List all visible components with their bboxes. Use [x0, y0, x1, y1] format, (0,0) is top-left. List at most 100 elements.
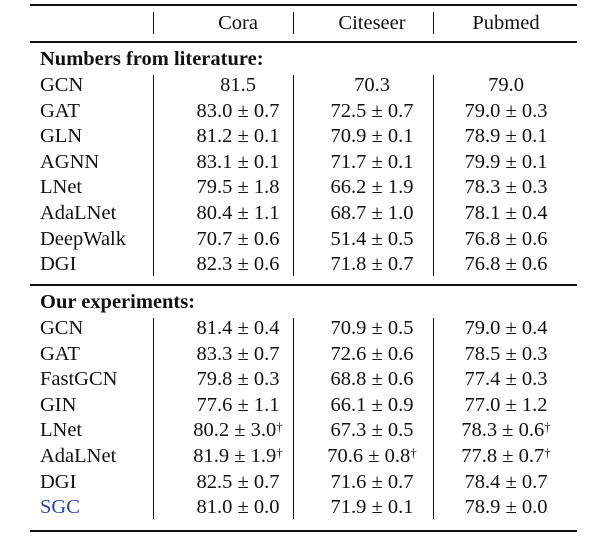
section-title: Numbers from literature:	[40, 48, 264, 70]
column-header-cora: Cora	[218, 12, 258, 34]
cell-value: 70.7 ± 0.6	[196, 227, 280, 250]
cell-value: 77.6 ± 1.1	[196, 393, 280, 416]
table-cell: 72.5 ± 0.7	[330, 99, 413, 123]
table-cell: 78.9 ± 0.0	[464, 495, 547, 519]
cell-value: 79.0 ± 0.4	[464, 317, 548, 339]
table-cell: 71.9 ± 0.1	[330, 495, 413, 519]
cell-value: 81.9 ± 1.9	[193, 445, 277, 467]
cell-value: 79.0 ± 0.3	[464, 99, 548, 122]
dagger-mark: †	[544, 419, 551, 435]
column-separator	[293, 318, 295, 519]
header-rule	[30, 41, 577, 43]
method-label: GIN	[40, 393, 77, 416]
table-cell: 78.9 ± 0.1	[464, 124, 547, 148]
table-cell: 77.0 ± 1.2	[464, 393, 547, 417]
cell-value: 81.5	[220, 74, 256, 96]
table-cell: 68.8 ± 0.6	[330, 367, 413, 391]
cell-value: 81.2 ± 0.1	[196, 125, 280, 148]
column-separator	[433, 75, 435, 276]
cell-value: 77.4 ± 0.3	[464, 368, 548, 391]
cell-value: 76.8 ± 0.6	[464, 227, 548, 250]
cell-value: 83.1 ± 0.1	[196, 150, 280, 173]
column-header-citeseer: Citeseer	[338, 12, 406, 34]
cell-value: 78.4 ± 0.7	[464, 470, 548, 493]
cell-value: 70.6 ± 0.8	[327, 445, 411, 467]
method-label: DGI	[40, 253, 77, 276]
table-cell: 76.8 ± 0.6	[464, 227, 547, 251]
column-separator	[293, 75, 295, 276]
cell-value: 83.3 ± 0.7	[196, 342, 280, 365]
table-cell: 77.4 ± 0.3	[464, 367, 547, 391]
table-cell: 82.5 ± 0.7	[196, 470, 279, 494]
section-rule	[30, 284, 577, 286]
cell-value: 82.5 ± 0.7	[196, 470, 280, 493]
cell-value: 78.9 ± 0.1	[464, 125, 548, 148]
table-cell: 71.8 ± 0.7	[330, 252, 413, 276]
cell-value: 71.6 ± 0.7	[330, 470, 414, 493]
cell-value: 77.0 ± 1.2	[464, 393, 548, 416]
cell-value: 81.4 ± 0.4	[196, 317, 280, 339]
table-cell: 81.2 ± 0.1	[196, 124, 279, 148]
column-separator	[153, 75, 155, 276]
method-label: AGNN	[40, 150, 100, 173]
table-cell: 77.8 ± 0.7†	[461, 444, 551, 468]
column-separator	[153, 318, 155, 519]
table-cell: 71.7 ± 0.1	[330, 150, 413, 174]
table-cell: 66.1 ± 0.9	[330, 393, 413, 417]
cell-value: 78.3 ± 0.3	[464, 176, 548, 199]
table-cell: 72.6 ± 0.6	[330, 342, 413, 366]
cell-value: 71.9 ± 0.1	[330, 496, 414, 519]
header-separator	[433, 12, 435, 34]
table-cell: 78.5 ± 0.3	[464, 342, 547, 366]
table-cell: 81.0 ± 0.0	[196, 495, 279, 519]
cell-value: 51.4 ± 0.5	[330, 227, 414, 250]
section-title: Our experiments:	[40, 291, 196, 313]
table-cell: 81.9 ± 1.9†	[193, 444, 283, 468]
cell-value: 82.3 ± 0.6	[196, 253, 280, 276]
cell-value: 77.8 ± 0.7	[461, 445, 545, 467]
method-label: FastGCN	[40, 368, 118, 391]
cell-value: 68.7 ± 1.0	[330, 202, 414, 224]
table-cell: 79.5 ± 1.8	[196, 175, 279, 199]
cell-value: 67.3 ± 0.5	[330, 419, 414, 442]
table-cell: 70.7 ± 0.6	[196, 227, 279, 251]
method-label: GAT	[40, 342, 80, 365]
column-header-pubmed: Pubmed	[472, 12, 540, 34]
dagger-mark: †	[276, 419, 283, 435]
table-cell: 78.4 ± 0.7	[464, 470, 547, 494]
cell-value: 71.8 ± 0.7	[330, 253, 414, 276]
cell-value: 78.3 ± 0.6	[461, 419, 545, 442]
cell-value: 79.0	[488, 74, 524, 96]
table-cell: 78.3 ± 0.6†	[461, 418, 551, 442]
cell-value: 66.2 ± 1.9	[330, 176, 414, 199]
table-cell: 82.3 ± 0.6	[196, 252, 279, 276]
method-label: GAT	[40, 99, 80, 122]
table-cell: 67.3 ± 0.5	[330, 418, 413, 442]
table-cell: 83.3 ± 0.7	[196, 342, 279, 366]
top-rule	[30, 4, 577, 6]
table-cell: 79.9 ± 0.1	[464, 150, 547, 174]
header-separator	[153, 12, 155, 34]
table-cell: 78.1 ± 0.4	[464, 201, 547, 225]
table-cell: 83.1 ± 0.1	[196, 150, 279, 174]
table-cell: 70.3	[354, 73, 390, 97]
cell-value: 78.1 ± 0.4	[464, 202, 548, 224]
cell-value: 80.2 ± 3.0	[193, 419, 277, 442]
table-cell: 71.6 ± 0.7	[330, 470, 413, 494]
cell-value: 68.8 ± 0.6	[330, 368, 414, 391]
bottom-rule	[30, 530, 577, 532]
table-cell: 81.4 ± 0.4	[196, 316, 279, 340]
cell-value: 78.5 ± 0.3	[464, 342, 548, 365]
cell-value: 70.9 ± 0.5	[330, 317, 414, 339]
dagger-mark: †	[276, 445, 283, 460]
method-label: DeepWalk	[40, 227, 127, 250]
method-label: AdaLNet	[40, 445, 117, 467]
table-cell: 66.2 ± 1.9	[330, 175, 413, 199]
cell-value: 80.4 ± 1.1	[196, 202, 280, 224]
method-label: AdaLNet	[40, 202, 117, 224]
cell-value: 72.5 ± 0.7	[330, 99, 414, 122]
cell-value: 76.8 ± 0.6	[464, 253, 548, 276]
method-label: GCN	[40, 74, 84, 96]
method-label: GCN	[40, 317, 84, 339]
